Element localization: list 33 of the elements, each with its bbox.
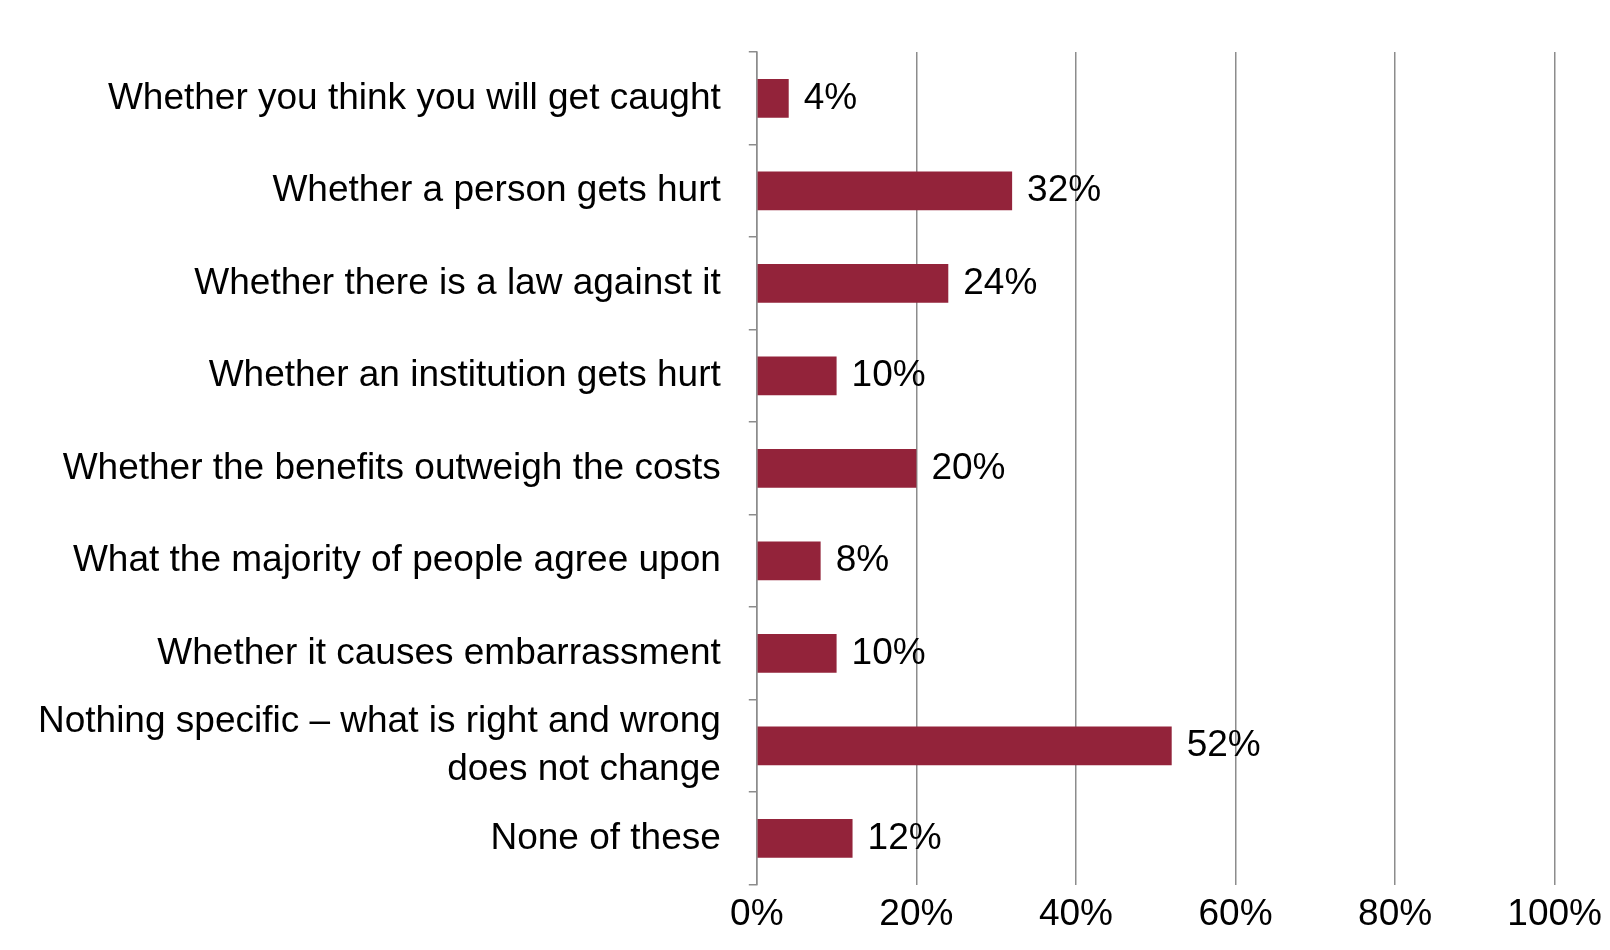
- x-tick-label: 60%: [1198, 892, 1273, 933]
- data-label: 10%: [851, 630, 926, 672]
- data-label: 20%: [931, 445, 1006, 487]
- data-label: 10%: [851, 353, 926, 395]
- data-label: 52%: [1186, 723, 1261, 765]
- x-tick-label: 100%: [1507, 892, 1602, 933]
- bar: [757, 541, 821, 581]
- x-tick-label: 20%: [879, 892, 954, 933]
- bar: [757, 818, 853, 858]
- y-tick-label: Whether the benefits outweigh the costs: [62, 445, 721, 487]
- bar: [757, 263, 949, 303]
- y-tick-label: Whether you think you will get caught: [107, 75, 722, 117]
- y-tick-label: What the majority of people agree upon: [72, 538, 721, 580]
- y-tick-label: Whether it causes embarrassment: [157, 630, 722, 672]
- x-tick-label: 0%: [730, 892, 784, 933]
- x-tick-label: 40%: [1038, 892, 1113, 933]
- bar: [757, 78, 789, 118]
- bar: [757, 171, 1013, 211]
- y-tick-label: Whether an institution gets hurt: [208, 353, 722, 395]
- y-tick-label: Whether a person gets hurt: [272, 168, 722, 210]
- data-label: 12%: [867, 815, 942, 857]
- bar: [757, 633, 837, 673]
- bar: [757, 356, 837, 396]
- data-label: 32%: [1027, 168, 1102, 210]
- y-tick-label: Whether there is a law against it: [194, 260, 722, 302]
- bar: [757, 448, 917, 488]
- y-tick-label: None of these: [490, 815, 721, 857]
- y-tick-label: Nothing specific – what is right and wrong does not change: [37, 698, 721, 789]
- data-label: 24%: [963, 260, 1038, 302]
- data-label: 8%: [835, 538, 890, 580]
- bar: [757, 726, 1172, 766]
- x-tick-label: 80%: [1358, 892, 1433, 933]
- data-label: 4%: [803, 75, 858, 117]
